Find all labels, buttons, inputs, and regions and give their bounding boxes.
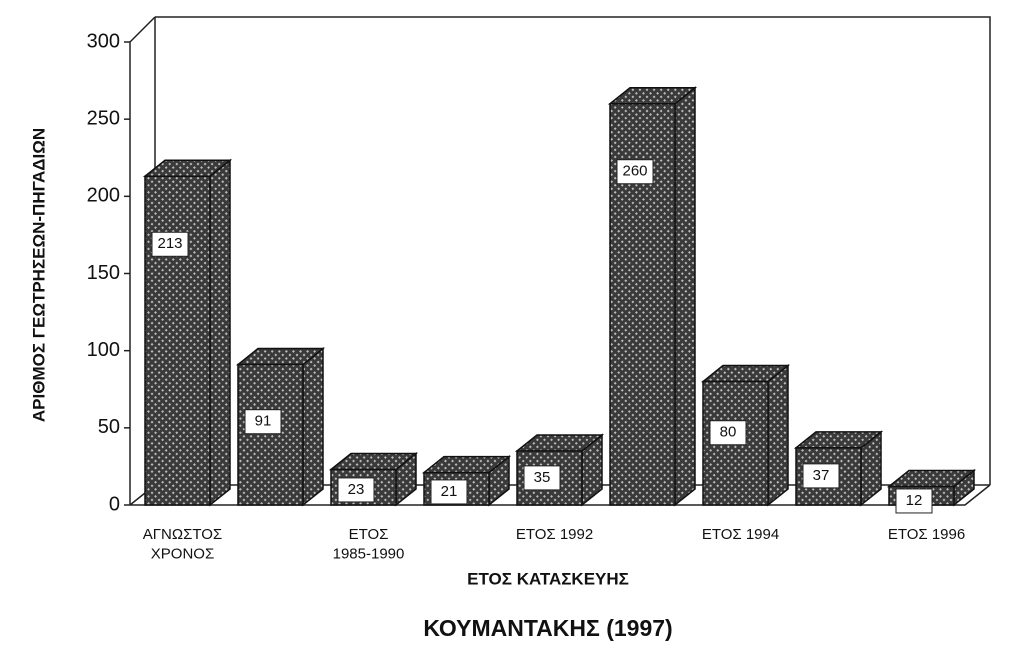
value-label: 260 xyxy=(622,163,647,180)
value-label-box xyxy=(151,231,189,257)
y-tick-label: 250 xyxy=(87,107,120,129)
value-label: 35 xyxy=(534,469,551,486)
y-tick-label: 150 xyxy=(87,262,120,284)
bar-face xyxy=(767,363,789,507)
value-label-box xyxy=(709,420,747,446)
x-axis-label: ΕΤΟΣ ΚΑΤΑΣΚΕΥΗΣ xyxy=(467,569,629,588)
value-label: 23 xyxy=(348,481,365,498)
x-tick-label: ΕΤΟΣ 1992 xyxy=(516,526,593,543)
value-label: 37 xyxy=(813,467,830,484)
y-tick-label: 100 xyxy=(87,339,120,361)
value-label-box xyxy=(895,488,933,514)
bar-face xyxy=(237,363,304,506)
x-tick-label: ΕΤΟΣ 1996 xyxy=(888,526,965,543)
bar-face xyxy=(609,102,676,506)
y-tick-label: 200 xyxy=(87,185,120,207)
value-label-box xyxy=(523,465,561,491)
chart-title: ΚΟΥΜΑΝΤΑΚΗΣ (1997) xyxy=(423,615,672,641)
bar-face xyxy=(674,86,696,507)
bar xyxy=(514,433,605,507)
y-tick-label: 300 xyxy=(87,30,120,52)
value-label-box xyxy=(244,409,282,435)
bar xyxy=(607,86,698,507)
y-tick-label: 0 xyxy=(109,493,120,515)
value-label-box xyxy=(337,477,375,503)
value-label: 91 xyxy=(255,413,272,430)
bar-face xyxy=(144,175,211,506)
x-tick-label: ΑΓΝΩΣΤΟΣ ΧΡΟΝΟΣ xyxy=(143,526,222,563)
y-tick-label: 50 xyxy=(98,416,120,438)
bar-face xyxy=(209,158,231,507)
bar xyxy=(235,346,326,507)
value-label: 21 xyxy=(441,483,458,500)
value-label-box xyxy=(430,479,468,505)
value-label-box xyxy=(616,159,654,185)
value-label: 213 xyxy=(157,235,182,252)
bar xyxy=(142,158,233,507)
x-tick-label: ΕΤΟΣ 1985-1990 xyxy=(333,526,405,563)
value-label: 80 xyxy=(720,424,737,441)
bar-face xyxy=(302,346,324,507)
x-tick-label: ΕΤΟΣ 1994 xyxy=(702,526,779,543)
value-label-box xyxy=(802,463,840,489)
value-label: 12 xyxy=(906,492,923,509)
y-axis-label: ΑΡΙΘΜΟΣ ΓΕΩΤΡΗΣΕΩΝ-ΠΗΓΑΔΙΩΝ xyxy=(29,128,48,422)
